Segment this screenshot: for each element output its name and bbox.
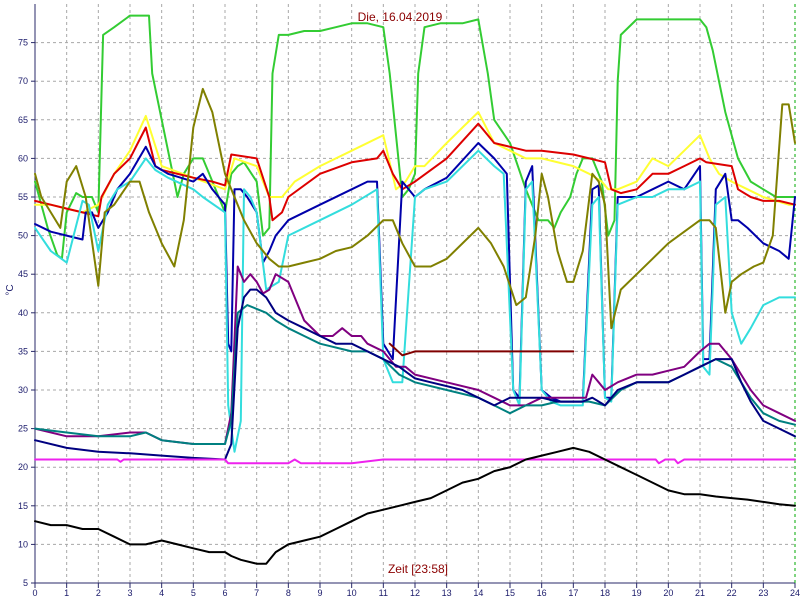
x-axis-label: Zeit [23:58] [388,562,448,576]
x-tick-label: 16 [537,588,547,598]
axes: 0 1 2 3 4 5 6 7 8 9 10 11 12 13 14 15 16 17 18 19 20 21 22 23 24… [18,4,800,598]
x-tick-label: 10 [347,588,357,598]
x-tick-label: 0 [32,588,37,598]
y-tick-label: 40 [18,308,28,318]
x-tick-label: 11 [379,588,388,598]
chart-title: Die, 16.04.2019 [358,10,443,24]
y-tick-label: 60 [18,153,28,163]
x-tick-label: 1 [64,588,69,598]
x-tick-label: 8 [286,588,291,598]
y-tick-label: 10 [18,539,28,549]
y-tick-label: 35 [18,346,28,356]
x-tick-label: 23 [758,588,768,598]
x-tick-label: 3 [127,588,132,598]
x-tick-label: 20 [663,588,673,598]
series-line-9 [34,288,796,461]
x-tick-label: 14 [473,588,483,598]
y-tick-label: 5 [23,578,28,588]
y-tick-label: 75 [18,38,28,48]
grid [35,4,795,584]
y-tick-label: 55 [18,192,28,202]
series-line-7 [34,265,796,445]
series-group [34,14,796,565]
series-line-6 [34,87,796,330]
series-line-11 [34,458,796,465]
x-tick-label: 21 [695,588,705,598]
x-tick-label: 19 [632,588,642,598]
x-tick-label: 18 [600,588,610,598]
y-tick-label: 25 [18,424,28,434]
x-tick-label: 5 [191,588,196,598]
x-tick-label: 13 [442,588,452,598]
y-tick-label: 70 [18,76,28,86]
series-line-1 [34,14,796,260]
y-tick-label: 45 [18,269,28,279]
y-tick-label: 50 [18,231,28,241]
series-line-5 [34,149,796,453]
series-line-12 [34,446,796,565]
y-tick-label: 30 [18,385,28,395]
x-tick-label: 7 [254,588,259,598]
x-tick-label: 24 [790,588,800,598]
x-tick-label: 2 [96,588,101,598]
series-line-2 [34,111,796,214]
series-line-3 [34,122,796,222]
x-tick-label: 22 [727,588,737,598]
y-tick-label: 15 [18,501,28,511]
x-tick-label: 12 [410,588,420,598]
x-tick-label: 15 [505,588,515,598]
labels: Die, 16.04.2019 Zeit [23:58] °C [5,10,448,576]
y-tick-label: 65 [18,115,28,125]
series-line-10 [388,342,575,357]
x-tick-label: 9 [317,588,322,598]
y-tick-label: 20 [18,462,28,472]
y-axis-label: °C [5,284,16,295]
x-tick-label: 6 [222,588,227,598]
x-tick-label: 4 [159,588,164,598]
x-tick-label: 17 [568,588,578,598]
